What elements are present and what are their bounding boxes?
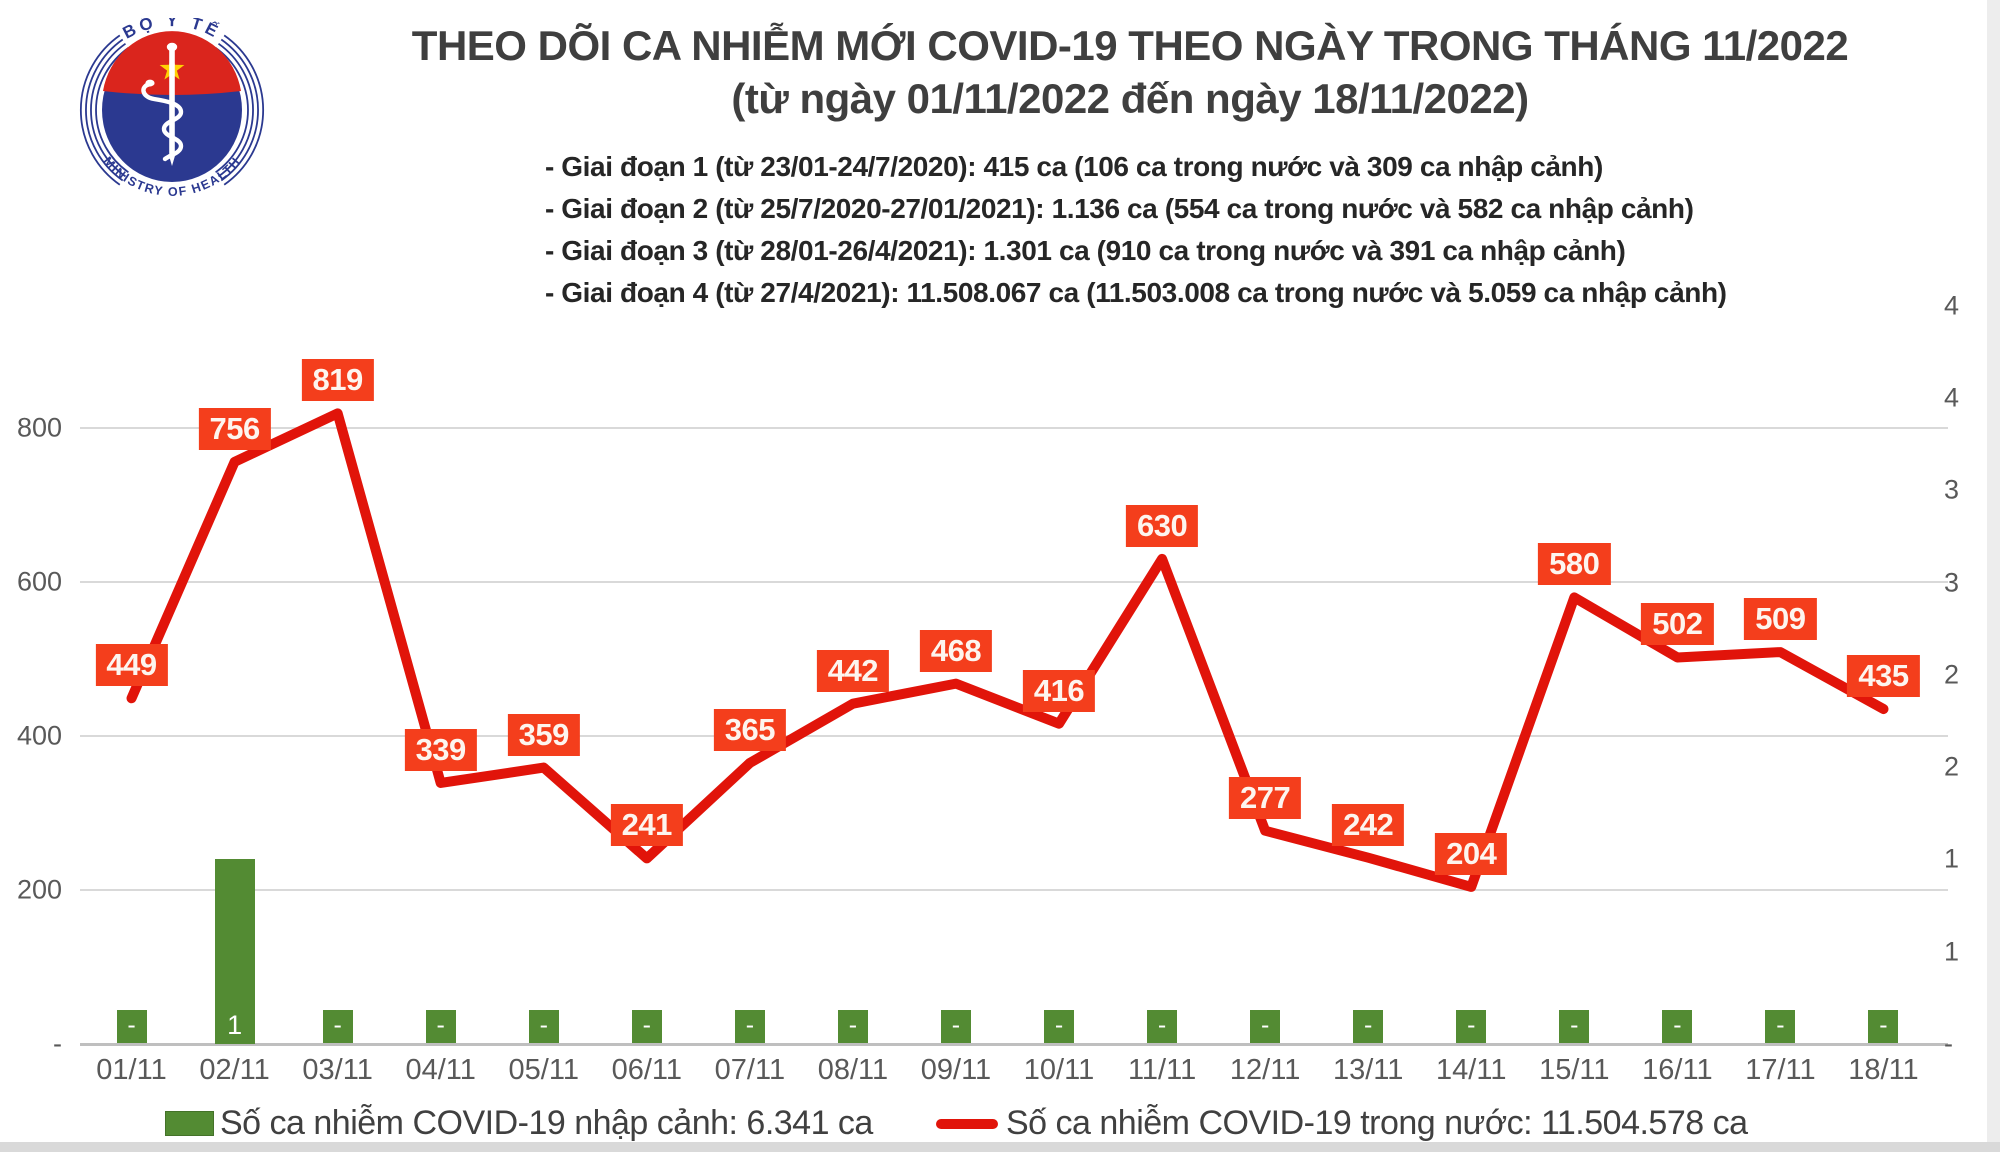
x-axis-label: 04/11: [405, 1054, 476, 1086]
phase-notes: - Giai đoạn 1 (từ 23/01-24/7/2020): 415 …: [545, 146, 1727, 314]
legend-item-domestic: Số ca nhiễm COVID-19 trong nước: 11.504.…: [936, 1104, 1748, 1143]
bar-zero-label: -: [1353, 1010, 1384, 1043]
right-axis-tick: 3: [1944, 567, 1960, 597]
chart-header: THEO DÕI CA NHIỄM MỚI COVID-19 THEO NGÀY…: [300, 20, 1960, 124]
legend-bar-swatch: [165, 1111, 214, 1136]
left-axis-tick: -: [53, 1028, 62, 1059]
bar-zero-label: -: [837, 1010, 868, 1043]
line-point-label: 509: [1744, 598, 1817, 641]
bar-zero-label: -: [940, 1010, 971, 1043]
x-axis-label: 14/11: [1436, 1054, 1507, 1086]
line-point-label: 435: [1847, 655, 1920, 698]
legend-imported-label: Số ca nhiễm COVID-19 nhập cảnh: 6.341 ca: [220, 1104, 873, 1142]
vertical-scrollbar[interactable]: [1987, 0, 2000, 1142]
bar-zero-label: -: [1868, 1010, 1899, 1043]
horizontal-scrollbar[interactable]: [0, 1142, 2000, 1152]
x-axis-label: 03/11: [302, 1054, 373, 1086]
left-axis-tick: 600: [16, 566, 62, 597]
x-axis-label: 07/11: [714, 1054, 786, 1086]
ministry-of-health-logo: BỘ Y TẾ MINISTRY OF HEALTH: [80, 18, 264, 199]
left-axis-tick: 200: [16, 874, 62, 905]
x-axis-label: 16/11: [1642, 1054, 1713, 1086]
x-axis-label: 06/11: [611, 1054, 683, 1086]
bar-zero-label: -: [116, 1010, 147, 1043]
logo-snake-icon: [141, 81, 184, 162]
line-point-label: 416: [1022, 669, 1096, 712]
line-point-label: 449: [95, 644, 168, 687]
chart-legend: Số ca nhiễm COVID-19 nhập cảnh: 6.341 ca…: [0, 1104, 2000, 1144]
legend-item-imported: Số ca nhiễm COVID-19 nhập cảnh: 6.341 ca: [165, 1104, 873, 1143]
x-axis-label: 05/11: [508, 1054, 579, 1086]
logo-snake-head: [145, 79, 155, 87]
bar-zero-label: -: [1250, 1010, 1281, 1043]
x-axis-label: 12/11: [1229, 1054, 1301, 1086]
line-point-label: 242: [1332, 803, 1405, 846]
gridline: [80, 735, 1948, 737]
x-axis-label: 15/11: [1539, 1054, 1610, 1086]
x-axis-label: 01/11: [96, 1054, 167, 1086]
line-point-label: 819: [301, 359, 374, 402]
right-axis-tick: 4: [1944, 382, 1960, 413]
bar-zero-label: -: [1147, 1010, 1178, 1043]
line-point-label: 756: [198, 407, 271, 450]
gridline: [80, 889, 1948, 891]
right-axis-tick: 4: [1944, 290, 1960, 321]
left-axis-tick: 400: [16, 720, 62, 751]
legend-domestic-label: Số ca nhiễm COVID-19 trong nước: 11.504.…: [1006, 1104, 1748, 1142]
right-axis-tick: 1: [1944, 843, 1960, 874]
logo-radiance-arcs: [80, 34, 264, 186]
line-point-label: 630: [1125, 504, 1199, 547]
chart-title: THEO DÕI CA NHIỄM MỚI COVID-19 THEO NGÀY…: [411, 22, 1849, 69]
right-axis-tick: 2: [1944, 659, 1960, 690]
right-axis-tick: 1: [1944, 936, 1960, 967]
right-axis-tick: 3: [1944, 474, 1960, 505]
line-point-label: 502: [1641, 603, 1714, 646]
bar-zero-label: -: [425, 1010, 456, 1043]
line-point-label: 468: [919, 629, 993, 672]
line-point-label: 241: [610, 804, 683, 847]
x-axis-label: 08/11: [817, 1054, 889, 1086]
line-point-label: 339: [404, 728, 477, 771]
right-axis-tick: 2: [1944, 751, 1960, 782]
x-axis-label: 09/11: [920, 1054, 992, 1086]
line-point-label: 277: [1229, 776, 1302, 819]
phase-note-3: - Giai đoạn 3 (từ 28/01-26/4/2021): 1.30…: [545, 235, 1626, 266]
chart-subtitle: (từ ngày 01/11/2022 đến ngày 18/11/2022): [731, 75, 1529, 122]
x-axis-label: 02/11: [199, 1054, 270, 1086]
x-axis-label: 18/11: [1848, 1054, 1919, 1086]
bar-zero-label: -: [1662, 1010, 1693, 1043]
imported-cases-bar: [214, 859, 255, 1044]
bar-zero-label: -: [1765, 1010, 1796, 1043]
x-axis-label: 11/11: [1127, 1054, 1197, 1086]
phase-note-2: - Giai đoạn 2 (từ 25/7/2020-27/01/2021):…: [545, 193, 1694, 224]
gridline: [80, 581, 1948, 583]
line-point-label: 204: [1435, 832, 1508, 875]
line-point-label: 580: [1538, 543, 1611, 586]
gridline: [80, 427, 1948, 429]
line-point-label: 359: [507, 713, 580, 756]
bar-zero-label: -: [322, 1010, 353, 1043]
bar-zero-label: -: [1559, 1010, 1590, 1043]
x-axis-line: [80, 1043, 1948, 1046]
right-axis-tick: -: [1944, 1028, 1953, 1059]
bar-zero-label: -: [1044, 1010, 1075, 1043]
bar-value-label: 1: [227, 1010, 243, 1040]
legend-line-swatch: [936, 1118, 998, 1129]
bar-zero-label: -: [528, 1010, 559, 1043]
x-axis-label: 17/11: [1745, 1054, 1816, 1086]
phase-note-4: - Giai đoạn 4 (từ 27/4/2021): 11.508.067…: [545, 277, 1727, 308]
x-axis-label: 13/11: [1332, 1054, 1404, 1086]
x-axis-label: 10/11: [1023, 1054, 1095, 1086]
phase-note-1: - Giai đoạn 1 (từ 23/01-24/7/2020): 415 …: [545, 151, 1603, 182]
bar-zero-label: -: [1456, 1010, 1487, 1043]
line-point-label: 365: [713, 708, 786, 751]
line-point-label: 442: [816, 649, 890, 692]
bar-zero-label: -: [734, 1010, 765, 1043]
left-axis-tick: 800: [16, 412, 62, 443]
bar-zero-label: -: [631, 1010, 662, 1043]
